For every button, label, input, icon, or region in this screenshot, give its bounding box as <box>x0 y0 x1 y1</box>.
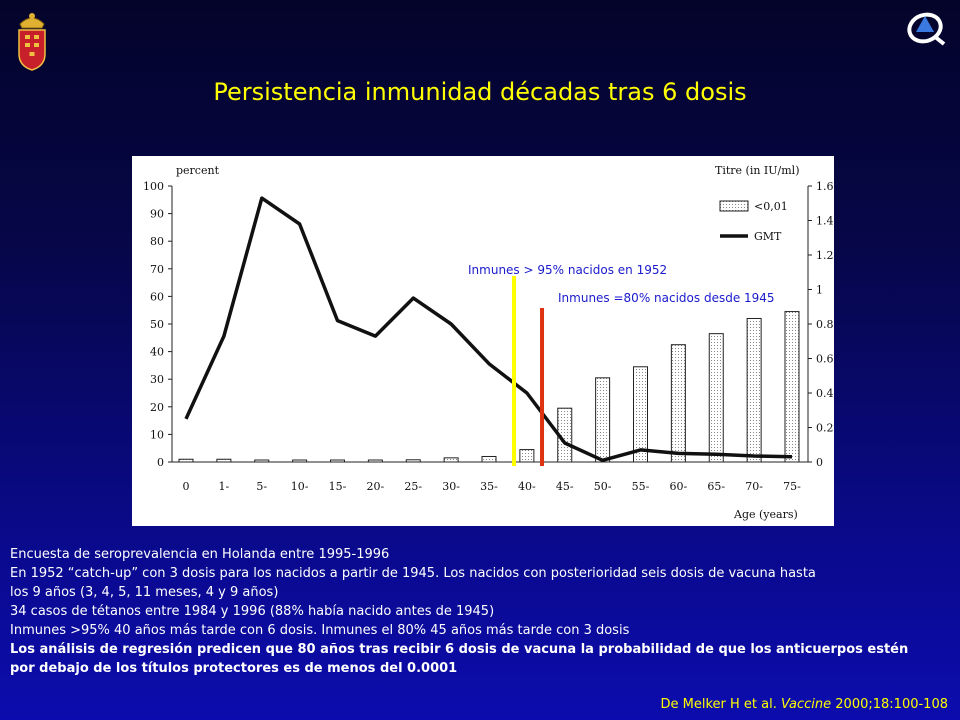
note-line: los 9 años (3, 4, 5, 11 meses, 4 y 9 año… <box>10 585 279 600</box>
citation-authors: De Melker H et al. <box>660 697 781 712</box>
x-tick-label: 35- <box>480 480 498 493</box>
y2-tick-label: 1.6 <box>816 180 834 193</box>
citation-ref: 2000;18:100-108 <box>831 697 948 712</box>
bar <box>481 455 497 463</box>
slide-title: Persistencia inmunidad décadas tras 6 do… <box>213 78 747 106</box>
bar <box>367 459 383 463</box>
bar <box>330 459 345 463</box>
chart-container: 0 10 20 30 40 50 60 70 80 90 100 0 0.2 0.4 0.6 0.8 1 1.2… <box>132 156 834 526</box>
y-tick-label: 30 <box>150 373 164 386</box>
citation-journal: Vaccine <box>780 697 832 712</box>
series-line-gmt <box>184 196 793 463</box>
legend-swatch-bar <box>719 200 749 212</box>
x-tick-label: 1- <box>219 480 230 493</box>
bar <box>405 459 421 463</box>
note-line: Inmunes >95% 40 años más tarde con 6 dos… <box>10 623 630 638</box>
bar <box>595 377 611 463</box>
x-tick-label: 10- <box>291 480 309 493</box>
y-tick-label: 100 <box>143 180 164 193</box>
citation: De Melker H et al. Vaccine 2000;18:100-1… <box>660 697 948 712</box>
y2-tick-label: 0.6 <box>816 353 834 366</box>
y-tick-label: 80 <box>150 235 164 248</box>
y-tick-label: 20 <box>150 401 164 414</box>
annotation-yellow: Inmunes > 95% nacidos en 1952 <box>468 263 667 277</box>
bar <box>292 459 308 463</box>
y-tick-label: 50 <box>150 318 164 331</box>
note-line-bold: por debajo de los títulos protectores es… <box>10 661 458 676</box>
bar <box>216 458 232 463</box>
x-tick-label: 60- <box>670 480 688 493</box>
y-axis-label-right: Titre (in IU/ml) <box>715 164 800 177</box>
bar <box>633 366 648 463</box>
note-line: En 1952 “catch-up” con 3 dosis para los … <box>10 566 816 581</box>
y-tick-label: 90 <box>150 208 164 221</box>
y2-tick-label: 1.4 <box>816 215 834 228</box>
health-service-logo-icon <box>907 12 946 46</box>
x-tick-label: 55- <box>632 480 650 493</box>
note-line-bold: Los análisis de regresión predicen que 8… <box>10 642 909 657</box>
y-tick-label: 10 <box>150 428 164 441</box>
bar <box>178 458 194 463</box>
x-tick-label: 0 <box>183 480 190 493</box>
bar <box>784 311 800 463</box>
x-tick-label: 30- <box>442 480 460 493</box>
note-line: Encuesta de seroprevalencia en Holanda e… <box>10 547 390 562</box>
bar <box>670 344 686 463</box>
y2-tick-label: 0.4 <box>816 387 834 400</box>
chart-svg: 0 10 20 30 40 50 60 70 80 90 100 0 0.2 0.4 0.6 0.8 1 1.2… <box>132 156 834 526</box>
y2-tick-label: 1 <box>816 284 823 297</box>
bar <box>254 459 270 463</box>
region-coat-of-arms-icon <box>18 13 46 71</box>
y-tick-label: 0 <box>157 456 164 469</box>
y2-tick-label: 1.2 <box>816 249 834 262</box>
annotation-red: Inmunes =80% nacidos desde 1945 <box>558 291 775 305</box>
x-tick-label: 40- <box>518 480 536 493</box>
y2-tick-label: 0 <box>816 456 823 469</box>
x-tick-label: 50- <box>594 480 612 493</box>
y-tick-label: 40 <box>150 346 164 359</box>
legend-label-bar: <0,01 <box>754 200 788 213</box>
y2-tick-label: 0.2 <box>816 422 834 435</box>
legend: <0,01 GMT <box>719 200 788 243</box>
x-tick-label: 20- <box>367 480 385 493</box>
x-tick-label: 75- <box>783 480 801 493</box>
x-tick-label: 15- <box>329 480 347 493</box>
x-tick-label: 65- <box>707 480 725 493</box>
bar <box>443 457 459 463</box>
bar <box>708 333 724 463</box>
y2-tick-label: 0.8 <box>816 318 834 331</box>
note-line: 34 casos de tétanos entre 1984 y 1996 (8… <box>10 604 495 619</box>
x-tick-label: 25- <box>404 480 422 493</box>
bar <box>519 449 535 463</box>
bar <box>746 317 762 463</box>
x-axis-label: Age (years) <box>733 508 798 521</box>
y-tick-label: 60 <box>150 290 164 303</box>
y-tick-label: 70 <box>150 263 164 276</box>
y-axis-label-left: percent <box>176 164 220 177</box>
legend-label-line: GMT <box>754 230 782 243</box>
x-tick-label: 70- <box>745 480 763 493</box>
x-tick-label: 45- <box>556 480 574 493</box>
notes-block: Encuesta de seroprevalencia en Holanda e… <box>10 545 958 678</box>
x-tick-label: 5- <box>256 480 267 493</box>
